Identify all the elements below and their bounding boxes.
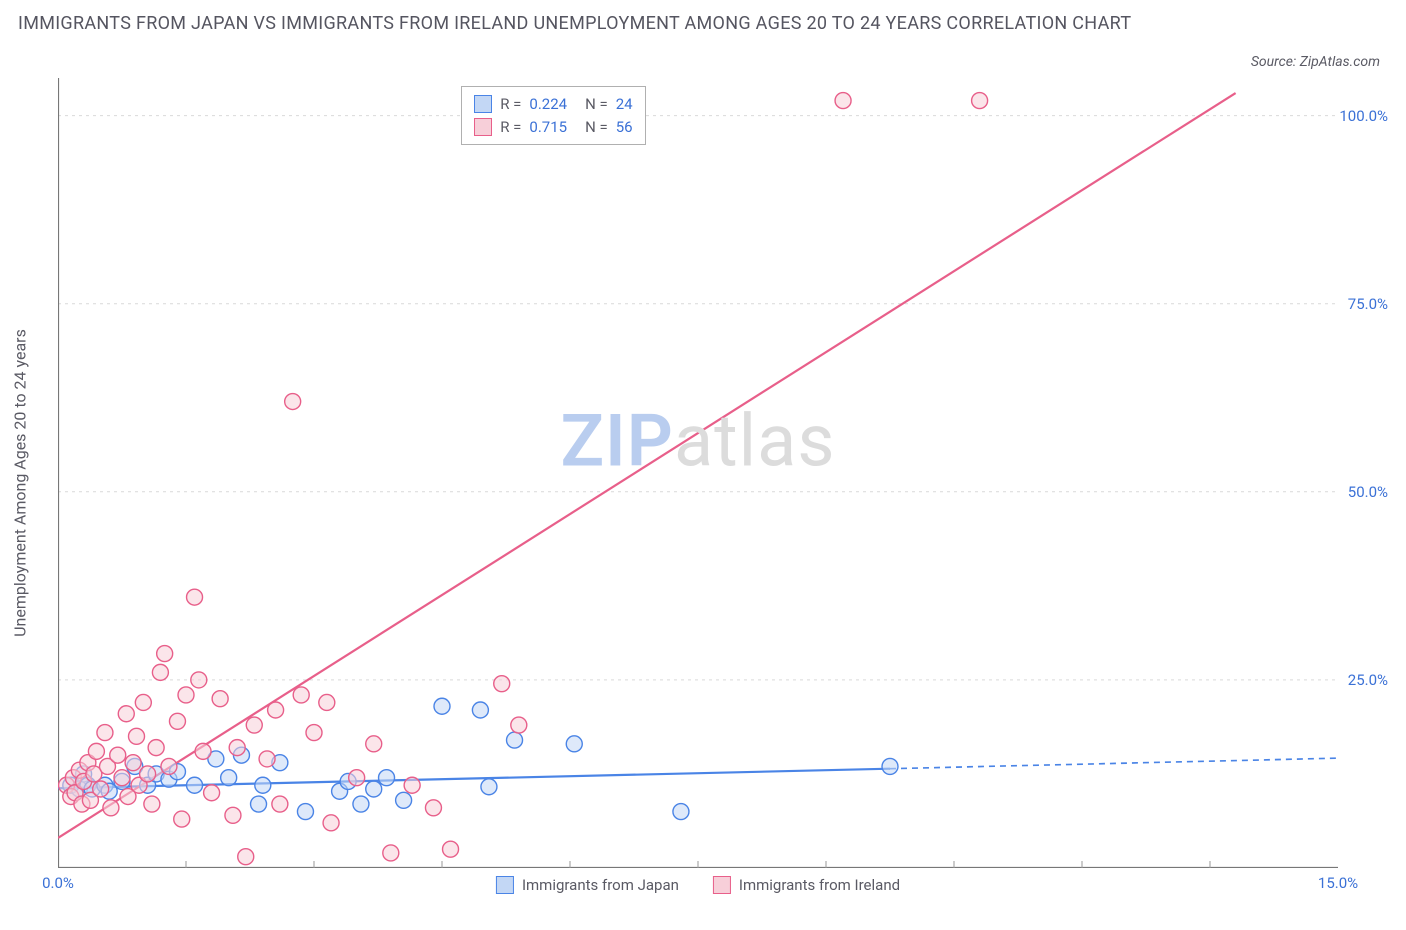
stats-row: R = 0.224 N = 24: [474, 93, 632, 116]
source-attribution: Source: ZipAtlas.com: [1251, 54, 1380, 70]
legend-item: Immigrants from Japan: [496, 876, 679, 894]
stat-n-label: N =: [585, 116, 608, 139]
y-tick-label: 75.0%: [1348, 295, 1388, 313]
y-tick-label: 50.0%: [1348, 483, 1388, 501]
legend-label: Immigrants from Japan: [522, 876, 679, 894]
series-swatch: [474, 95, 492, 113]
stat-r-value: 0.224: [529, 93, 567, 116]
stat-r-label: R =: [500, 116, 521, 139]
stat-n-value: 56: [616, 116, 633, 139]
plot-area: ZIPatlas R = 0.224N = 24R = 0.715N = 56 …: [58, 78, 1338, 868]
y-tick-label: 100.0%: [1339, 107, 1388, 125]
stat-n-value: 24: [616, 93, 633, 116]
x-tick-label: 15.0%: [1318, 874, 1358, 892]
scatter-svg: [58, 78, 1338, 868]
stat-r-label: R =: [500, 93, 521, 116]
chart-container: Unemployment Among Ages 20 to 24 years Z…: [44, 78, 1374, 888]
stat-n-label: N =: [585, 93, 608, 116]
series-legend: Immigrants from Japan Immigrants from Ire…: [496, 876, 900, 894]
stat-r-value: 0.715: [529, 116, 567, 139]
x-tick-label: 0.0%: [42, 874, 74, 892]
stats-row: R = 0.715 N = 56: [474, 116, 632, 139]
stats-legend-box: R = 0.224 N = 24 R = 0.715 N = 56: [461, 86, 645, 145]
legend-label: Immigrants from Ireland: [739, 876, 900, 894]
y-tick-label: 25.0%: [1348, 671, 1388, 689]
legend-swatch: [496, 876, 514, 894]
y-axis-label: Unemployment Among Ages 20 to 24 years: [11, 329, 30, 637]
legend-swatch: [713, 876, 731, 894]
series-swatch: [474, 118, 492, 136]
chart-title: IMMIGRANTS FROM JAPAN VS IMMIGRANTS FROM…: [18, 10, 1138, 38]
legend-item: Immigrants from Ireland: [713, 876, 900, 894]
